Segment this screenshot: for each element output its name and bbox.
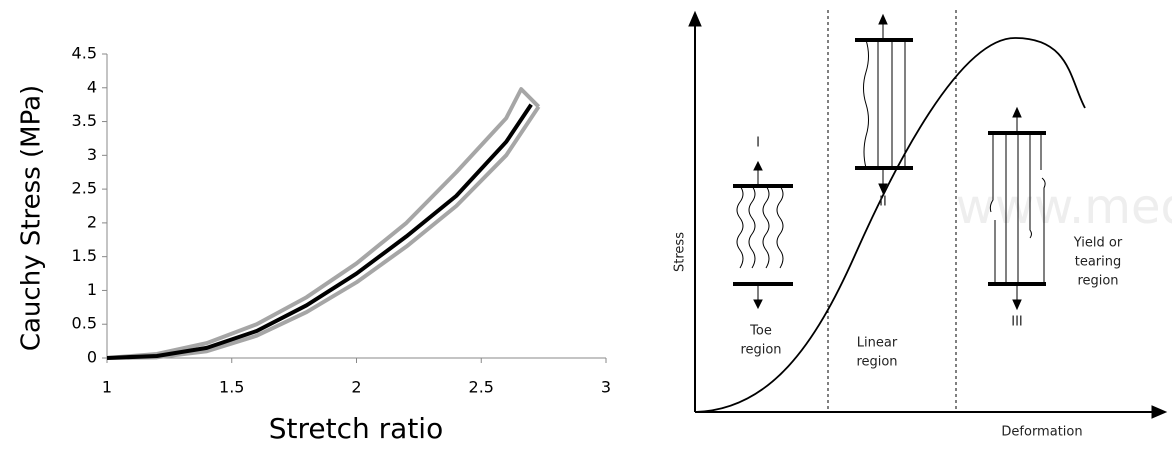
arrow-head [688, 10, 702, 27]
data-line [106, 105, 541, 360]
y-axis-label: Cauchy Stress (MPa) [17, 85, 47, 351]
y-tick-label: 1.5 [72, 246, 97, 265]
plot-area: 0 0.5 1 1.5 2 2.5 3 3.5 4 4.5 1 1.5 2 2.5 3 [72, 44, 612, 397]
data-line [106, 87, 541, 360]
region-label: region [856, 355, 897, 370]
fiber-diagram [733, 160, 793, 310]
x-tick-label: 1.5 [219, 378, 244, 397]
y-axis-label: Stress [673, 232, 688, 272]
region-label: region [740, 343, 781, 358]
watermark: www.medi [956, 179, 1172, 235]
stress-curve [694, 37, 1086, 413]
y-tick-label: 1 [87, 280, 97, 299]
region-label: Linear [857, 336, 898, 351]
x-tick-label: 2 [351, 378, 361, 397]
region-label: Toe [749, 324, 772, 339]
x-axis-label: Deformation [1001, 425, 1082, 440]
y-tick-label: 0.5 [72, 314, 97, 333]
stage-label: III [1011, 315, 1023, 330]
x-axis-label: Stretch ratio [269, 412, 443, 445]
y-tick-label: 4.5 [72, 44, 97, 63]
region-label: Yield or [1073, 236, 1123, 251]
y-tick-label: 3 [87, 145, 97, 164]
y-tick-label: 3.5 [72, 111, 97, 130]
fiber-diagram [855, 13, 913, 195]
x-tick-label: 3 [601, 378, 611, 397]
stage-label: I [756, 136, 760, 151]
x-tick-label: 1 [102, 378, 112, 397]
schematic: www.medi [688, 10, 1172, 419]
fiber-diagram [988, 106, 1046, 311]
region-label: region [1077, 274, 1118, 289]
stage-label: II [879, 195, 887, 210]
y-tick-label: 2.5 [72, 179, 97, 198]
region-label: tearing [1075, 255, 1122, 270]
y-tick-label: 0 [87, 348, 97, 367]
y-tick-label: 2 [87, 212, 97, 231]
data-line [106, 103, 533, 360]
x-tick-label: 2.5 [469, 378, 494, 397]
y-tick-label: 4 [87, 77, 97, 96]
arrow-head [1151, 405, 1168, 419]
